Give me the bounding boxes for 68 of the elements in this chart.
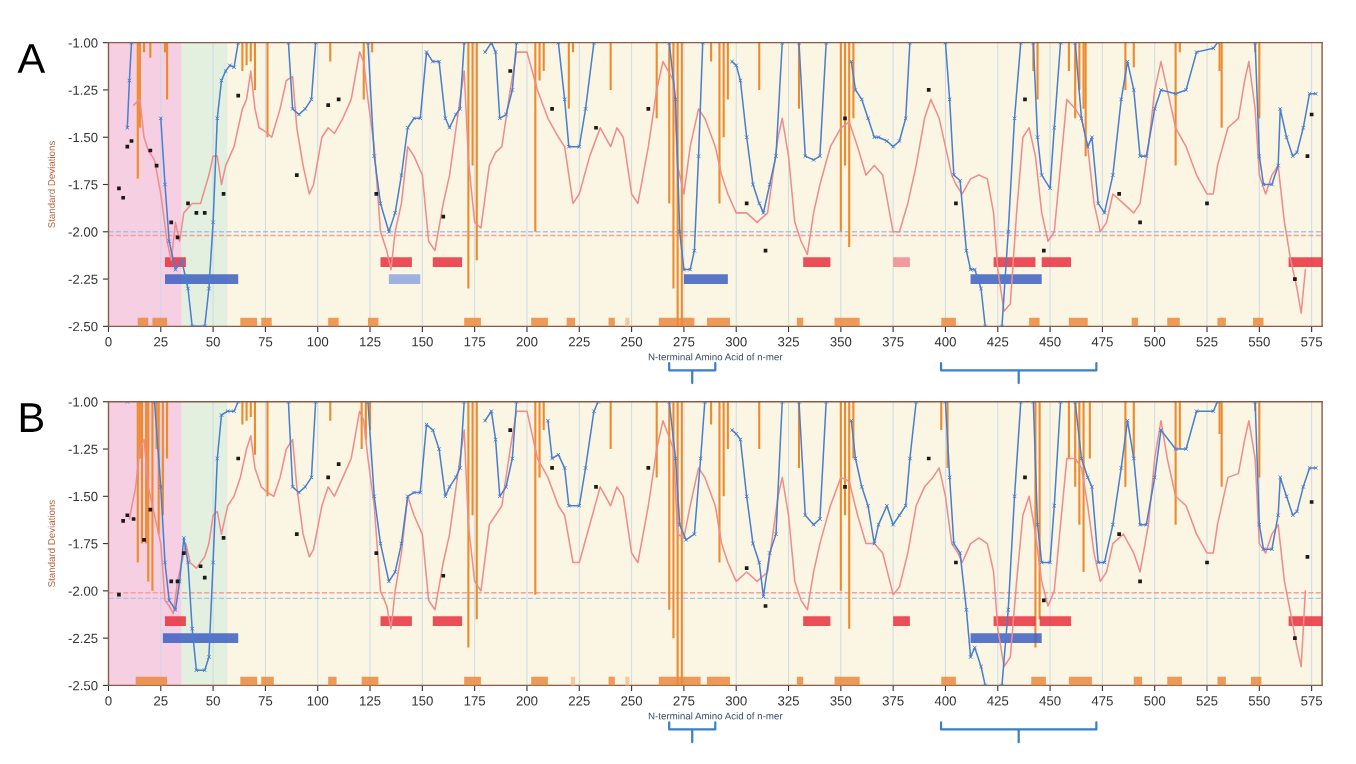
y-axis-title: Standard Deviations <box>47 500 55 587</box>
x-tick-label: 0 <box>105 337 112 347</box>
chart-title: B <box>20 403 44 432</box>
y-tick-label: -1.75 <box>68 539 98 549</box>
x-tick-label: 575 <box>1301 696 1323 706</box>
x-tick-label: 425 <box>987 337 1009 347</box>
x-tick-label: 475 <box>1091 337 1113 347</box>
x-tick-label: 525 <box>1196 696 1218 706</box>
x-tick-label: 375 <box>882 337 904 347</box>
x-tick-label: 350 <box>830 696 852 706</box>
x-tick-label: 300 <box>725 337 747 347</box>
x-tick-label: 50 <box>206 696 220 706</box>
y-tick-label: -2.00 <box>68 586 98 596</box>
y-axis-title: Standard Deviations <box>47 141 55 228</box>
x-tick-label: 200 <box>516 337 538 347</box>
x-tick-label: 300 <box>725 696 747 706</box>
x-axis-title: N-terminal Amino Acid of n-mer <box>648 353 783 361</box>
x-tick-label: 500 <box>1144 696 1166 706</box>
x-tick-label: 350 <box>830 337 852 347</box>
x-tick-label: 250 <box>621 337 643 347</box>
x-tick-label: 575 <box>1301 337 1323 347</box>
y-tick-label: -1.00 <box>68 397 98 407</box>
x-tick-label: 50 <box>206 337 220 347</box>
y-tick-label: -2.25 <box>68 633 98 644</box>
y-tick-label: -1.50 <box>68 491 98 502</box>
y-tick-label: -1.50 <box>68 132 98 143</box>
x-tick-label: 125 <box>360 696 381 706</box>
y-tick-label: -2.00 <box>68 227 98 237</box>
x-tick-label: 225 <box>568 337 590 347</box>
x-tick-label: 100 <box>307 337 329 347</box>
x-tick-label: 125 <box>360 337 381 347</box>
x-tick-label: 500 <box>1144 337 1166 347</box>
x-tick-label: 75 <box>258 337 273 347</box>
x-tick-label: 525 <box>1196 337 1218 347</box>
y-tick-label: -1.25 <box>68 85 98 95</box>
y-tick-label: -1.25 <box>68 444 98 454</box>
y-tick-label: -2.50 <box>68 680 98 691</box>
x-tick-label: 475 <box>1091 696 1113 706</box>
x-tick-label: 75 <box>258 696 273 706</box>
chart-title: A <box>17 44 46 73</box>
x-tick-label: 25 <box>154 337 168 347</box>
x-tick-label: 450 <box>1039 337 1061 347</box>
x-tick-label: 550 <box>1248 337 1270 347</box>
x-tick-label: 150 <box>412 337 433 347</box>
x-tick-label: 100 <box>307 696 329 706</box>
x-tick-label: 325 <box>778 696 799 706</box>
y-tick-label: -2.50 <box>68 321 98 332</box>
x-tick-label: 0 <box>105 696 112 706</box>
x-tick-label: 225 <box>568 696 590 706</box>
x-tick-label: 275 <box>673 696 695 706</box>
x-tick-label: 275 <box>673 337 695 347</box>
x-tick-label: 150 <box>412 696 433 706</box>
x-tick-label: 175 <box>464 337 486 347</box>
x-tick-label: 400 <box>934 696 956 706</box>
x-tick-label: 25 <box>154 696 168 706</box>
x-tick-label: 425 <box>987 696 1009 706</box>
x-tick-label: 250 <box>621 696 643 706</box>
y-tick-label: -2.25 <box>68 274 98 284</box>
x-axis-title: N-terminal Amino Acid of n-mer <box>648 712 783 720</box>
x-tick-label: 325 <box>778 337 799 347</box>
x-tick-label: 175 <box>464 696 486 706</box>
x-tick-label: 550 <box>1248 696 1270 706</box>
x-tick-label: 400 <box>934 337 956 347</box>
y-tick-label: -1.00 <box>68 38 98 48</box>
x-tick-label: 450 <box>1039 696 1061 706</box>
x-tick-label: 375 <box>882 696 904 706</box>
y-tick-label: -1.75 <box>68 180 98 190</box>
x-tick-label: 200 <box>516 696 538 706</box>
